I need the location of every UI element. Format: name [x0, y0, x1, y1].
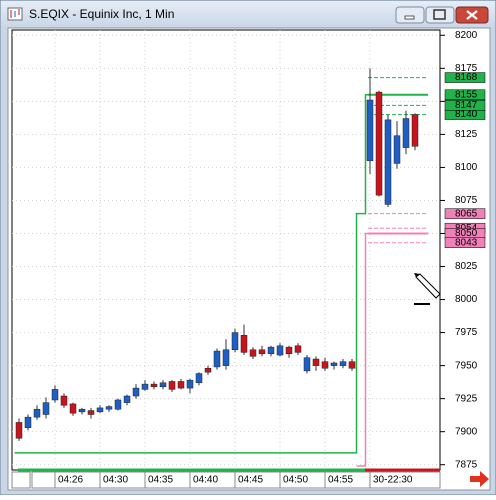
candle-body: [24, 416, 32, 428]
candle-body: [294, 345, 302, 353]
x-tick-label: 04:50: [283, 475, 308, 486]
candle-body: [231, 332, 239, 351]
y-tick-label: 8175: [455, 63, 478, 74]
candle-body: [33, 408, 41, 418]
candle-body: [96, 407, 104, 413]
window-title: S.EQIX - Equinix Inc, 1 Min: [29, 7, 174, 21]
candle-body: [402, 118, 410, 148]
candle-body: [276, 345, 284, 356]
candle-body: [51, 389, 59, 401]
y-tick-label: 8000: [455, 294, 478, 305]
candle-body: [177, 381, 185, 389]
candle-body: [60, 395, 68, 406]
indicator-line: [14, 93, 420, 454]
y-tick-label: 7900: [455, 426, 478, 437]
y-tick-label: 7975: [455, 327, 478, 338]
candle-body: [195, 373, 203, 384]
candle-body: [366, 99, 374, 162]
close-button[interactable]: [455, 6, 489, 24]
y-tick-label: 8125: [455, 129, 478, 140]
candle-body: [339, 361, 347, 366]
candle-body: [78, 408, 86, 413]
candle-body: [159, 382, 167, 388]
candle-body: [42, 402, 50, 415]
scroll-arrow[interactable]: [470, 471, 489, 487]
candle-body: [249, 349, 257, 357]
x-tick-label: 04:40: [193, 475, 218, 486]
candle-body: [222, 349, 230, 366]
level-tag-label: 8050: [455, 228, 478, 239]
x-tick-label: 30-22:30: [373, 475, 413, 486]
candle-body: [15, 422, 23, 439]
level-tag: [444, 100, 486, 111]
candle-body: [393, 135, 401, 164]
x-tick-label: 04:45: [238, 475, 263, 486]
app-icon: [7, 7, 23, 21]
candle-body: [303, 357, 311, 372]
x-tick-label: 04:30: [103, 475, 128, 486]
candle-body: [348, 361, 356, 369]
y-tick-label: 7925: [455, 393, 478, 404]
candle-body: [105, 406, 113, 410]
candle-body: [204, 368, 212, 373]
level-tag-label: 8140: [455, 109, 478, 120]
candle-body: [411, 114, 419, 147]
y-tick-label: 8075: [455, 195, 478, 206]
level-tag: [444, 237, 486, 248]
candle-body: [384, 119, 392, 205]
candle-body: [285, 346, 293, 354]
plot: [12, 30, 440, 470]
candle-body: [87, 410, 95, 415]
y-tick-label: 8025: [455, 261, 478, 272]
candle-body: [123, 395, 131, 403]
candle-body: [213, 350, 221, 368]
candle-body: [150, 383, 158, 388]
candle-body: [312, 358, 320, 366]
candle-body: [330, 362, 338, 366]
candle-body: [141, 383, 149, 390]
candle-body: [132, 387, 140, 397]
maximize-button[interactable]: [425, 6, 455, 24]
y-tick-label: 8100: [455, 162, 478, 173]
y-tick-label: 7875: [455, 459, 478, 470]
x-tick-label: 04:35: [148, 475, 173, 486]
candle-body: [114, 399, 122, 410]
corner-box: [11, 471, 31, 489]
candle-body: [168, 381, 176, 390]
y-tick-label: 8200: [455, 30, 478, 41]
level-tag-label: 8147: [455, 100, 478, 111]
candle-body: [375, 91, 383, 196]
level-tag-label: 8043: [455, 237, 478, 248]
minimize-button[interactable]: [395, 6, 425, 24]
level-tag-label: 8168: [455, 72, 478, 83]
y-tick-label: 7950: [455, 360, 478, 371]
candle-body: [69, 403, 77, 414]
candle-body: [321, 361, 329, 369]
candle-body: [186, 379, 194, 389]
x-tick-label: 04:55: [328, 475, 353, 486]
level-tag-label: 8155: [455, 89, 478, 100]
candle-body: [240, 334, 248, 353]
level-tag-label: 8065: [455, 208, 478, 219]
level-tag: [444, 89, 486, 100]
level-tag: [444, 72, 486, 83]
x-axis: [31, 471, 441, 489]
x-tick-label: 04:26: [58, 475, 83, 486]
candle-body: [258, 349, 266, 354]
pencil-cursor: [414, 273, 441, 305]
level-tag: [444, 208, 486, 219]
candle-body: [267, 346, 275, 354]
